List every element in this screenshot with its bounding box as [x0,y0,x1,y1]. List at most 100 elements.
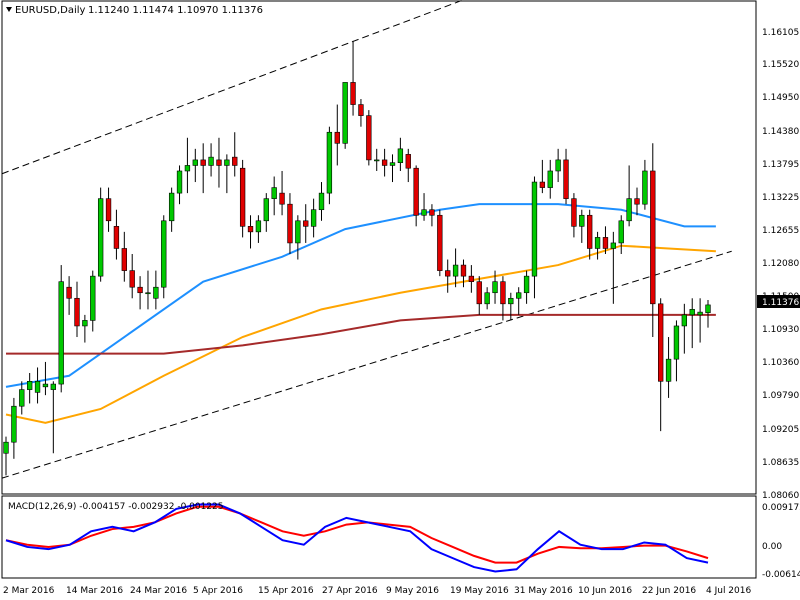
candle-body [184,165,191,172]
price-tick: 1.13225 [762,193,799,203]
candle [500,276,506,321]
candle-body [594,237,601,249]
candle [153,270,159,310]
candle [318,182,325,221]
candle [129,254,135,299]
candle [452,248,459,288]
candle [82,314,88,343]
time-axis: 2 Mar 2016 14 Mar 2016 24 Mar 2016 5 Apr… [3,586,751,596]
price-tick: 1.14950 [762,93,799,103]
candle [602,226,609,254]
candle-body [192,159,198,166]
candle-body [476,281,482,305]
candle-body [618,220,624,244]
candle [334,104,340,166]
candle [34,367,41,404]
candle-body [650,170,656,305]
candle-body [26,381,33,390]
candle-body [460,264,467,277]
candle-body [381,159,388,166]
candle [555,148,561,183]
candle-body [334,131,340,144]
candle-body [673,325,680,360]
candle-body [11,405,17,443]
time-tick: 14 Mar 2016 [66,586,123,596]
candle [594,231,601,260]
candle-body [500,281,506,305]
candle-body [90,275,96,321]
candle-body [689,309,695,316]
candle-body [137,286,143,294]
price-tick: 1.09205 [762,425,799,435]
trendline [1,250,732,479]
candle-body [58,281,64,385]
price-tick: 1.14380 [762,127,799,137]
candle-body [3,441,9,454]
candle-body [602,237,609,249]
candle-body [681,314,688,327]
candle [610,231,617,304]
macd-signal-line [5,505,709,564]
candle [468,265,475,293]
candle-body [200,159,206,166]
trendline-layer [1,0,732,479]
price-tick: 1.15520 [762,60,799,70]
candle [437,209,443,277]
candle-body [523,275,530,294]
candle [484,287,490,310]
candle [650,143,656,338]
candle [26,373,33,404]
time-tick: 27 Apr 2016 [322,586,378,596]
price-tick: 1.10930 [762,325,799,335]
candle-body [42,383,49,388]
candle [137,276,143,310]
candle-body [271,187,277,199]
candle-body [50,383,56,390]
candle-body [516,292,522,299]
chart-menu-triangle-icon[interactable] [6,7,12,12]
candle-body [587,214,593,249]
candle [200,143,206,194]
macd-tick: 0.009172 [762,503,800,513]
moving-average-line [5,203,716,388]
candle-body [437,214,443,271]
candle-body [19,389,25,407]
price-tick: 1.08635 [762,458,799,468]
time-tick: 31 May 2016 [514,586,573,596]
macd-tick: 0.00 [762,542,782,552]
candle [405,148,411,183]
price-tick: 1.12080 [762,259,799,269]
candle-body [66,286,72,299]
candle [19,381,25,415]
price-tick: 1.13795 [762,160,799,170]
candle-body [358,104,364,116]
macd-tick: -0.006147 [762,570,800,580]
time-tick: 19 May 2016 [450,586,509,596]
candle-body [492,281,498,294]
candle [579,209,585,243]
candle-body [421,209,427,216]
candle [673,320,680,382]
macd-main-line [5,503,709,573]
candle [105,187,112,232]
candle-body [374,159,380,162]
candlestick-layer [3,40,711,476]
price-tick: 1.12655 [762,226,799,236]
candle-body [658,303,664,382]
candle [492,270,498,304]
candle [50,381,56,454]
candle [247,215,254,249]
candle [74,281,80,338]
candle-body [129,270,135,288]
candle-body [176,170,183,194]
candle-body [563,159,569,199]
candle-body [318,192,325,211]
candle-body [366,115,372,161]
candle-body [263,198,269,222]
macd-label: MACD(12,26,9) -0.004157 -0.002932 -0.001… [8,502,224,512]
candle [665,337,672,398]
candle-body [34,381,41,393]
time-tick: 2 Mar 2016 [3,586,55,596]
